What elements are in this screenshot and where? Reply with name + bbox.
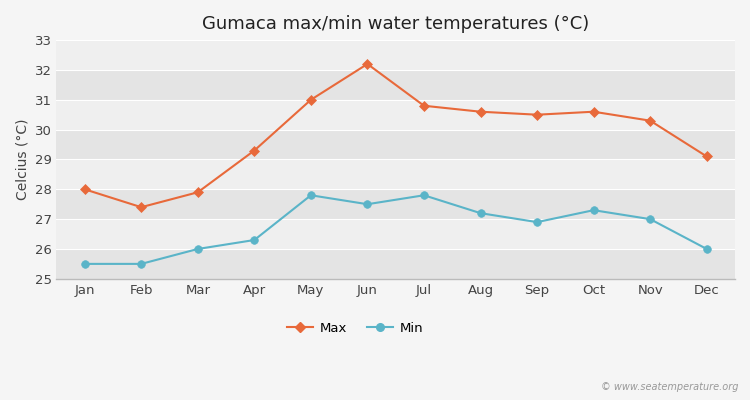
Max — [646, 118, 655, 123]
Min — [702, 246, 711, 251]
Bar — [56, 189, 735, 219]
Min — [532, 220, 542, 224]
Min — [307, 193, 316, 198]
Bar — [56, 249, 735, 279]
Line: Min: Min — [81, 192, 710, 268]
Min — [419, 193, 428, 198]
Min — [590, 208, 598, 212]
Min — [136, 262, 146, 266]
Bar — [56, 70, 735, 100]
Min — [194, 246, 202, 251]
Min — [646, 217, 655, 222]
Min — [476, 211, 485, 216]
Max — [136, 205, 146, 210]
Max — [702, 154, 711, 159]
Max — [363, 62, 372, 66]
Line: Max: Max — [81, 60, 710, 211]
Y-axis label: Celcius (°C): Celcius (°C) — [15, 119, 29, 200]
Text: © www.seatemperature.org: © www.seatemperature.org — [602, 382, 739, 392]
Legend: Max, Min: Max, Min — [281, 316, 429, 340]
Max — [194, 190, 202, 195]
Max — [250, 148, 259, 153]
Title: Gumaca max/min water temperatures (°C): Gumaca max/min water temperatures (°C) — [202, 15, 590, 33]
Bar — [56, 40, 735, 70]
Min — [80, 262, 89, 266]
Max — [307, 97, 316, 102]
Max — [419, 103, 428, 108]
Max — [532, 112, 542, 117]
Bar — [56, 130, 735, 160]
Bar — [56, 219, 735, 249]
Max — [590, 109, 598, 114]
Bar — [56, 100, 735, 130]
Min — [250, 238, 259, 242]
Max — [80, 187, 89, 192]
Max — [476, 109, 485, 114]
Min — [363, 202, 372, 207]
Bar — [56, 160, 735, 189]
